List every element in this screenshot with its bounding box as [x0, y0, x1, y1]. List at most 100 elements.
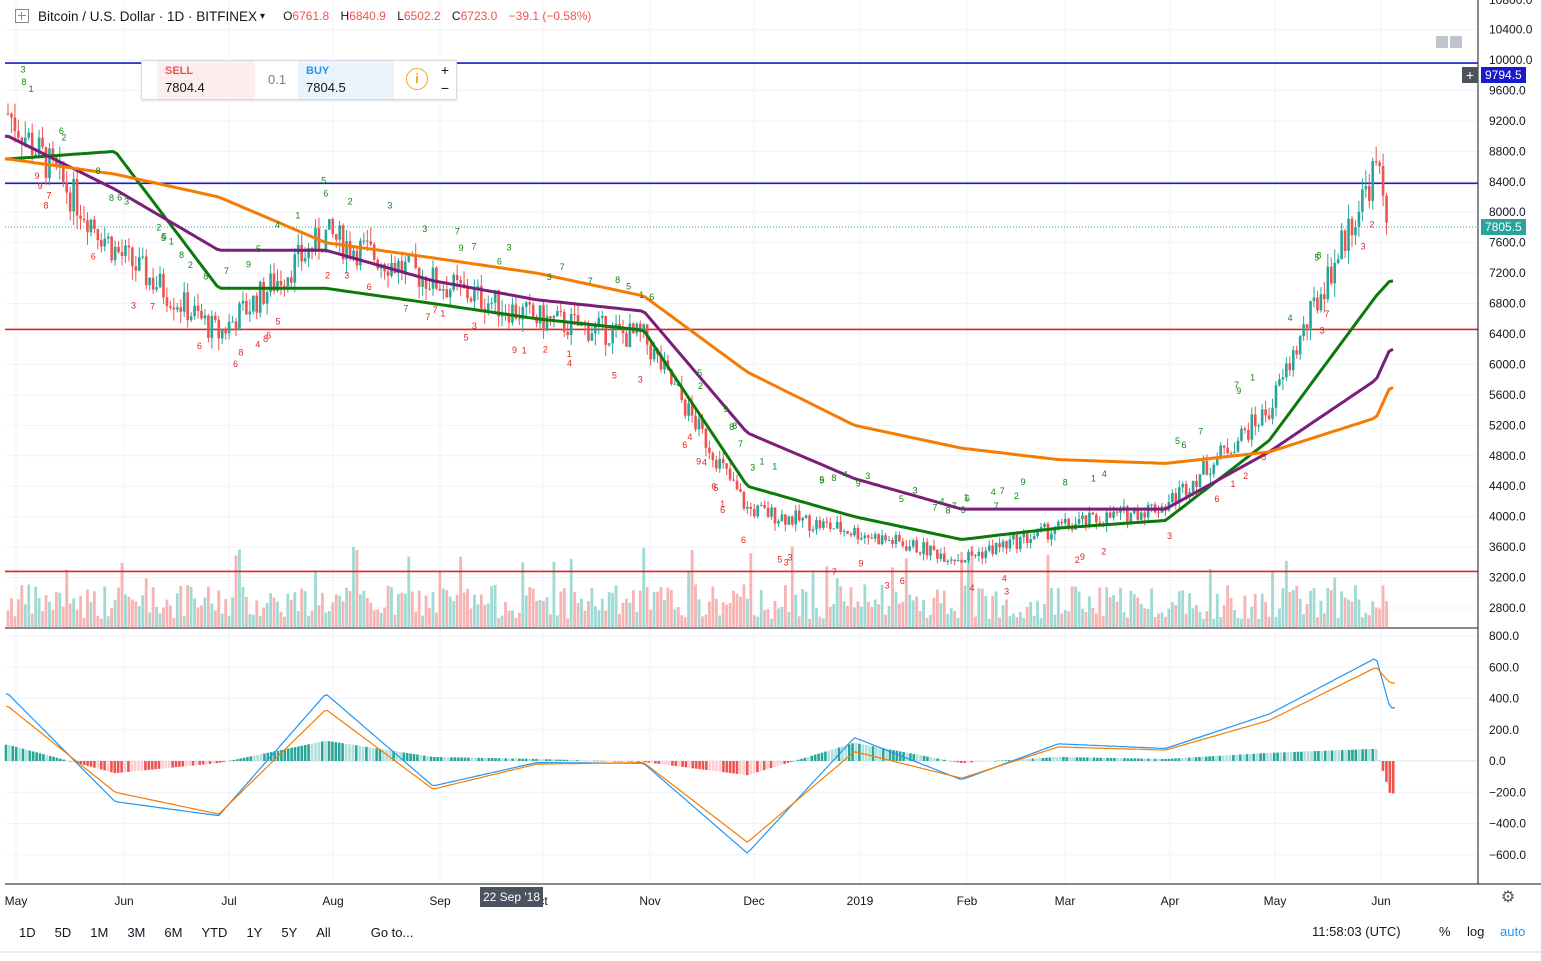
volume-bar: [165, 599, 169, 627]
td-marker: 4: [991, 487, 996, 497]
macd-tick-label: 0.0: [1489, 754, 1506, 768]
time-tick-label: May: [1264, 894, 1287, 908]
volume-bar: [379, 612, 383, 627]
candle-body: [1184, 484, 1188, 496]
candle-body: [1371, 161, 1375, 201]
candle-body: [825, 521, 829, 523]
range-all[interactable]: All: [316, 924, 331, 940]
candle-body: [359, 240, 362, 266]
macd-histogram-bar: [1266, 752, 1269, 761]
volume-bar: [1212, 618, 1216, 627]
minus-icon[interactable]: −: [440, 80, 450, 96]
td-marker: 6: [720, 505, 725, 515]
macd-histogram-bar: [235, 759, 239, 761]
macd-histogram-bar: [722, 761, 725, 773]
candle-body: [1260, 409, 1264, 426]
candle-body: [99, 240, 103, 247]
macd-histogram-bar: [1293, 751, 1296, 761]
macd-histogram-bar: [1055, 757, 1058, 761]
volume-bar: [828, 606, 832, 627]
gear-icon[interactable]: ⚙: [1500, 889, 1516, 906]
range-1y[interactable]: 1Y: [246, 924, 263, 940]
candle-body: [386, 271, 390, 276]
time-tick-label: Dec: [743, 894, 764, 908]
candle-body: [1202, 460, 1205, 475]
range-3m[interactable]: 3M: [127, 924, 146, 940]
macd-histogram-bar: [1378, 759, 1381, 761]
buy-button[interactable]: BUY 7804.5: [298, 61, 394, 99]
macd-histogram-bar: [1133, 758, 1137, 761]
candle-body: [946, 560, 950, 562]
symbol-title[interactable]: Bitcoin / U.S. Dollar · 1D · BITFINEX: [38, 8, 258, 24]
volume-bar: [859, 606, 863, 627]
volume-bar: [117, 587, 120, 627]
macd-histogram-bar: [130, 761, 134, 772]
macd-histogram-bar: [1225, 755, 1228, 761]
collapse-icon[interactable]: [1436, 36, 1448, 48]
candle-body: [659, 354, 663, 370]
td-marker: 3: [784, 558, 789, 568]
td-marker: 7: [1324, 309, 1329, 319]
td-marker: 5: [1175, 436, 1180, 446]
volume-bar: [1316, 617, 1319, 627]
td-marker: 1: [169, 237, 174, 247]
goto-button[interactable]: Go to...: [370, 924, 414, 940]
td-marker: 4: [1102, 469, 1107, 479]
macd-histogram-bar: [1317, 751, 1320, 761]
auto-toggle[interactable]: auto: [1500, 924, 1526, 939]
range-6m[interactable]: 6M: [164, 924, 183, 940]
candle-body: [480, 286, 483, 309]
range-5y[interactable]: 5Y: [281, 924, 298, 940]
candle-body: [818, 520, 822, 529]
candle-body: [51, 148, 55, 158]
candle-body: [832, 528, 836, 530]
macd-histogram-bar: [28, 750, 32, 761]
td-marker: 5: [899, 494, 904, 504]
volume-bar: [998, 617, 1001, 627]
volume-bar: [289, 599, 293, 627]
sell-button[interactable]: SELL 7804.4: [157, 61, 255, 99]
volume-bar: [1198, 611, 1202, 627]
candle-body: [1150, 504, 1153, 506]
volume-bar: [611, 592, 615, 627]
candle-body: [86, 220, 89, 233]
candle-body: [542, 305, 545, 331]
volume-bar: [614, 585, 618, 627]
range-1d[interactable]: 1D: [19, 924, 36, 940]
macd-histogram-bar: [769, 761, 773, 769]
td-marker: 1: [964, 493, 969, 503]
range-ytd[interactable]: YTD: [201, 924, 228, 940]
volume-bar: [752, 615, 756, 627]
compare-plus-icon[interactable]: [15, 9, 29, 23]
macd-histogram-bar: [776, 761, 780, 766]
volume-bar: [1036, 600, 1039, 627]
macd-histogram-bar: [65, 760, 69, 761]
volume-bar: [1150, 588, 1154, 627]
volume-bar: [1070, 586, 1074, 627]
quantity-field[interactable]: 0.1: [268, 72, 287, 87]
macd-histogram-bar: [82, 761, 86, 765]
info-icon[interactable]: i: [406, 68, 428, 90]
volume-bar: [1267, 616, 1271, 627]
macd-histogram-bar: [1075, 757, 1079, 761]
percent-toggle[interactable]: %: [1439, 924, 1451, 939]
range-5d[interactable]: 5D: [54, 924, 72, 940]
td-marker: 8: [44, 201, 49, 211]
candle-body: [428, 288, 431, 290]
candle-body: [13, 117, 17, 132]
candle-body: [407, 254, 411, 262]
axis-scale-buttons[interactable]: [1436, 35, 1464, 53]
add-plus-icon[interactable]: +: [1462, 67, 1478, 83]
volume-bar: [935, 589, 939, 627]
chevron-down-icon[interactable]: ▾: [260, 10, 266, 22]
td-marker: 4: [702, 458, 707, 468]
macd-histogram-bar: [1109, 757, 1113, 761]
plus-icon[interactable]: +: [440, 62, 450, 78]
candle-body: [1222, 445, 1226, 448]
price-tick-label: 7600.0: [1489, 236, 1526, 250]
expand-icon[interactable]: [1450, 36, 1462, 48]
volume-bar: [1195, 605, 1198, 627]
log-toggle[interactable]: log: [1467, 924, 1485, 939]
range-1m[interactable]: 1M: [90, 924, 109, 940]
